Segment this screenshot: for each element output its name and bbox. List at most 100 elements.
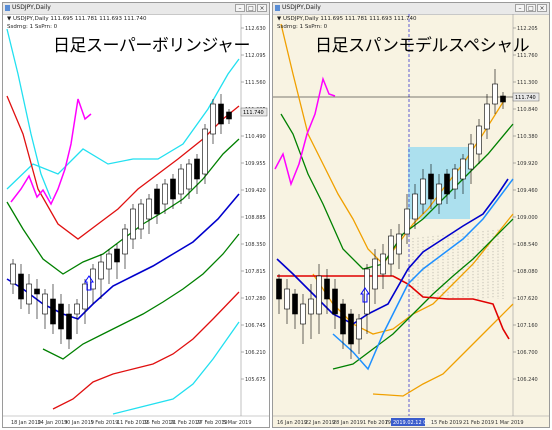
price-tick-label: 110.840 (517, 107, 538, 113)
candle-body (74, 303, 80, 315)
lagging-span (10, 98, 92, 206)
candle-body (428, 173, 434, 200)
candle-body (404, 208, 410, 235)
candle-body (420, 178, 426, 205)
close-button[interactable]: × (257, 4, 267, 12)
left-overlay-title: 日足スーパーボリンジャー (53, 36, 250, 56)
left-chart-window[interactable]: USDJPY,Daily – □ × 112.630 112.095 111.560… (2, 2, 270, 428)
green-lower-line (332, 218, 514, 370)
price-tick-label: 107.815 (245, 269, 266, 275)
price-tick-label: 107.620 (517, 296, 538, 302)
right-window-title: USDJPY,Daily (282, 4, 321, 11)
price-tick-label: 111.560 (245, 80, 266, 86)
price-tick-label: 109.460 (517, 188, 538, 194)
candle-body (460, 158, 466, 180)
right-overlay-title: 日足スパンモデルスペシャル (315, 36, 530, 56)
right-price-chart[interactable]: 112.205 111.760 111.300 110.840 110.380 109.9… (273, 14, 549, 428)
candle-body (484, 103, 490, 130)
candle-body (226, 111, 232, 120)
candle-body (26, 283, 32, 305)
candle-body (138, 203, 144, 230)
price-tick-label: 105.675 (245, 377, 266, 383)
right-symbol-info: ▼ USDJPY,Daily 111.695 111.781 111.693 1… (277, 16, 417, 22)
candle-body (186, 163, 192, 190)
date-tick-label: 15 Feb 2019 (431, 420, 462, 426)
candle-body (154, 188, 160, 215)
candle-body (372, 258, 378, 290)
candle-body (106, 253, 112, 270)
date-tick-label: 1 Feb 2019 (363, 420, 391, 426)
candle-body (10, 263, 16, 285)
date-tick-label: 28 Jan 2019 (333, 420, 363, 426)
candle-body (388, 235, 394, 265)
price-tick-label: 112.095 (245, 53, 266, 59)
upper-band-3 (6, 58, 240, 190)
candle-body (66, 313, 72, 340)
minimize-button[interactable]: – (515, 4, 525, 12)
price-tick-label: 112.630 (245, 26, 266, 32)
left-window-titlebar[interactable]: USDJPY,Daily – □ × (3, 3, 269, 15)
upper-band-3-early (6, 28, 52, 200)
price-tick-label: 109.920 (517, 161, 538, 167)
price-tick-label: 107.160 (517, 323, 538, 329)
candle-body (276, 278, 282, 300)
candle-body (194, 158, 200, 180)
candle-body (316, 275, 322, 315)
maximize-button[interactable]: □ (246, 4, 256, 12)
candle-body (170, 178, 176, 200)
left-price-chart[interactable]: 112.630112.095111.560111.025110.490109.9… (3, 14, 269, 428)
date-tick-label: 21 Feb 2019 (463, 420, 494, 426)
orange-bottom-line (372, 303, 514, 397)
candle-body (82, 283, 88, 310)
candle-body (98, 261, 104, 280)
candle-body (396, 233, 402, 255)
candle-body (492, 83, 498, 105)
buy-arrow-icon (360, 287, 370, 303)
candle-body (292, 293, 298, 315)
candle-body (162, 183, 168, 205)
candle-body (348, 313, 354, 345)
candle-body (122, 228, 128, 255)
price-tick-label: 106.745 (245, 323, 266, 329)
candle-body (114, 248, 120, 263)
candle-body (412, 193, 418, 220)
candle-body (444, 173, 450, 195)
candle-body (18, 273, 24, 300)
red-span-line (277, 275, 510, 340)
right-indicator-info: Ssdrng: 1 SsPrn: 0 (277, 24, 328, 30)
lightblue-span-line (332, 178, 514, 371)
buy-arrow-icon (84, 275, 94, 291)
price-tick-label: 108.080 (517, 269, 538, 275)
price-tick-label: 106.240 (517, 377, 538, 383)
candle-body (218, 103, 224, 125)
candle-body (42, 293, 48, 315)
current-price-box (240, 107, 268, 117)
right-window-titlebar[interactable]: USDJPY,Daily – □ × (273, 3, 549, 15)
price-tick-label: 111.300 (517, 80, 538, 86)
lagging-span (274, 76, 336, 187)
price-tick-label: 106.210 (245, 350, 266, 356)
price-tick-label: 108.885 (245, 215, 266, 221)
lower-band-2 (52, 291, 240, 410)
maximize-button[interactable]: □ (526, 4, 536, 12)
close-button[interactable]: × (537, 4, 547, 12)
candle-body (436, 183, 442, 205)
candle-body (178, 168, 184, 195)
price-tick-label: 109.420 (245, 188, 266, 194)
chart-window-icon (5, 5, 10, 11)
right-chart-window[interactable]: USDJPY,Daily – □ × 112.205 111.760 111.300… (272, 2, 550, 428)
price-tick-label: 108.350 (245, 242, 266, 248)
date-tick-label: 16 Jan 2019 (277, 420, 307, 426)
candle-body (332, 288, 338, 315)
price-tick-label: 107.280 (245, 296, 266, 302)
price-tick-label: 112.205 (517, 26, 538, 32)
date-tick-label: 30 Jan 2019 (64, 420, 94, 426)
date-tick-label: 22 Jan 2019 (305, 420, 335, 426)
date-tick-label: 11 Feb 2019 (117, 420, 148, 426)
candle-body (202, 128, 208, 175)
lower-band-1 (42, 233, 240, 360)
crosshair-date-label: 2019.02.12 00:00 (393, 420, 438, 426)
price-tick-label: 109.000 (517, 215, 538, 221)
price-tick-label: 111.760 (517, 53, 538, 59)
minimize-button[interactable]: – (235, 4, 245, 12)
